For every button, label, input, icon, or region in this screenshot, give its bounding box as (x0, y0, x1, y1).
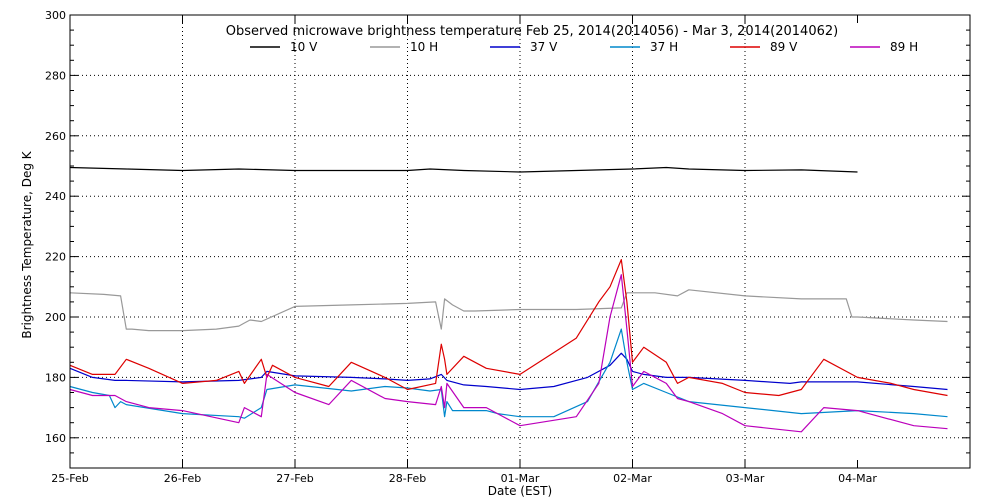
x-tick-label: 26-Feb (164, 472, 201, 485)
series-line-37-h (69, 328, 948, 419)
legend-label: 37 V (530, 40, 558, 54)
legend: 10 V 10 H 37 V 37 H 89 V 89 H (250, 40, 918, 54)
chart-title: Observed microwave brightness temperatur… (226, 24, 838, 39)
x-tick-label: 01-Mar (501, 472, 540, 485)
series-lines (69, 166, 948, 433)
x-tick-label: 27-Feb (276, 472, 313, 485)
y-tick-label: 240 (45, 190, 66, 203)
series-line-10-v (69, 166, 858, 173)
axis-ticks: 25-Feb 26-Feb 27-Feb 28-Feb 01-Mar 02-Mar 03-M… (45, 9, 970, 485)
y-tick-label: 300 (45, 9, 66, 22)
series-line-89-h (69, 274, 948, 433)
x-tick-label: 03-Mar (726, 472, 765, 485)
y-tick-label: 280 (45, 69, 66, 82)
legend-label: 37 H (650, 40, 678, 54)
legend-label: 89 V (770, 40, 798, 54)
y-tick-label: 260 (45, 130, 66, 143)
legend-label: 89 H (890, 40, 918, 54)
plot-frame (69, 14, 971, 469)
series-line-10-h (69, 289, 948, 332)
legend-label: 10 V (290, 40, 318, 54)
x-tick-label: 04-Mar (838, 472, 877, 485)
y-tick-label: 160 (45, 432, 66, 445)
x-tick-label: 28-Feb (389, 472, 426, 485)
x-tick-label: 25-Feb (51, 472, 88, 485)
x-tick-label: 02-Mar (613, 472, 652, 485)
y-tick-label: 180 (45, 371, 66, 384)
x-axis-title: Date (EST) (488, 484, 552, 498)
y-tick-label: 200 (45, 311, 66, 324)
legend-label: 10 H (410, 40, 438, 54)
y-axis-title: Brightness Temperature, Deg K (20, 150, 34, 338)
series-line-89-v (69, 259, 948, 397)
grid (70, 15, 970, 468)
series-line-37-v (69, 352, 948, 391)
y-tick-label: 220 (45, 251, 66, 264)
